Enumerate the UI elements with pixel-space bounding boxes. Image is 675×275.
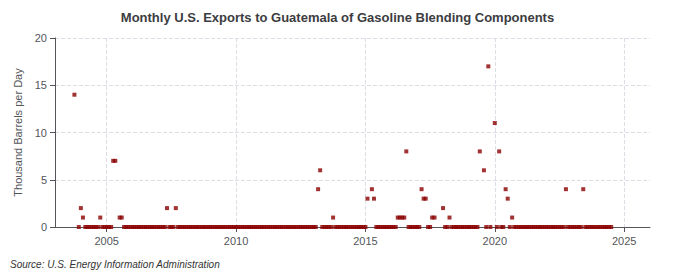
svg-text:2015: 2015: [353, 235, 377, 247]
svg-text:0: 0: [41, 221, 47, 233]
svg-text:Monthly U.S. Exports to Guatem: Monthly U.S. Exports to Guatemala of Gas…: [121, 10, 554, 25]
svg-text:Thousand Barrels per Day: Thousand Barrels per Day: [12, 68, 24, 197]
svg-text:15: 15: [35, 79, 47, 91]
svg-text:2025: 2025: [612, 235, 636, 247]
svg-text:2020: 2020: [483, 235, 507, 247]
svg-text:10: 10: [35, 127, 47, 139]
svg-text:Source: U.S. Energy Informatio: Source: U.S. Energy Information Administ…: [10, 259, 220, 270]
svg-text:5: 5: [41, 174, 47, 186]
svg-text:2010: 2010: [224, 235, 248, 247]
svg-text:2005: 2005: [94, 235, 118, 247]
svg-text:20: 20: [35, 32, 47, 44]
